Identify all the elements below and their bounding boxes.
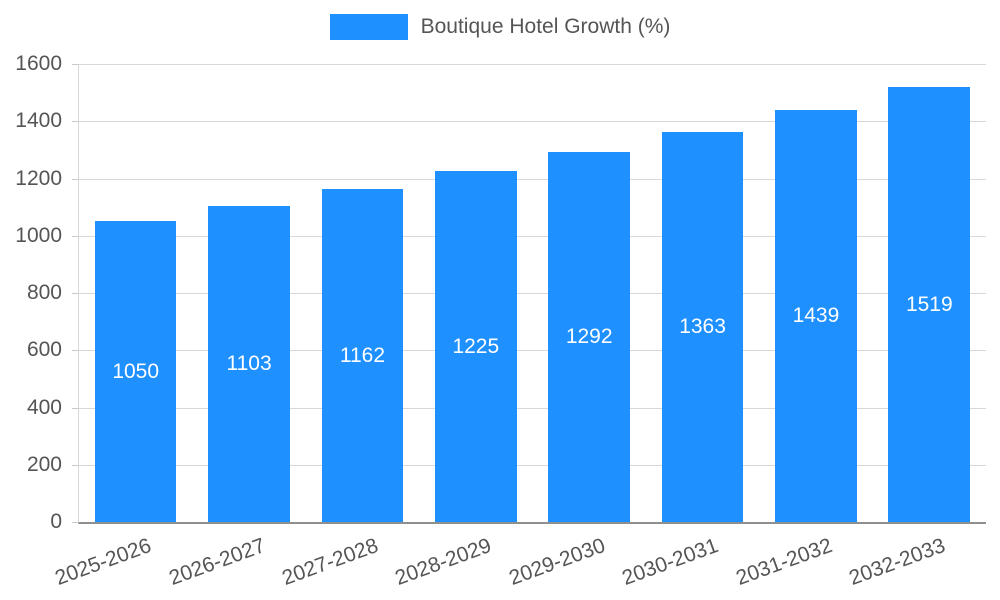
y-tick-mark (72, 293, 78, 294)
x-tick-label: 2027-2028 (279, 534, 382, 590)
bar-value-label: 1292 (565, 325, 613, 349)
y-tick-label: 800 (26, 281, 62, 304)
x-tick-label: 2025-2026 (52, 534, 155, 590)
bar-value-label: 1363 (679, 314, 726, 338)
bar-value-label: 1162 (339, 343, 386, 367)
bar-2032-2033: 1519 (888, 87, 971, 522)
gridline (79, 178, 986, 180)
x-tick-label: 2029-2030 (505, 534, 609, 590)
gridline (79, 121, 986, 123)
y-tick-label: 200 (26, 452, 62, 476)
y-tick-label: 0 (50, 510, 62, 533)
plot-area: 1050 1103 1162 1225 1292 1363 1439 1519 (72, 64, 986, 524)
y-tick-label: 1000 (15, 223, 62, 247)
bar-value-label: 1519 (905, 292, 953, 316)
bar-value-label: 1050 (112, 359, 160, 383)
x-tick-label: 2026-2027 (165, 534, 268, 590)
legend-label: Boutique Hotel Growth (%) (420, 15, 671, 38)
x-tick-label: 2032-2033 (845, 534, 949, 590)
gridline (79, 293, 986, 294)
y-tick-mark (72, 64, 78, 65)
gridline (79, 350, 986, 352)
y-tick-label: 400 (26, 395, 62, 419)
bar-2026-2027: 1103 (208, 206, 290, 522)
gridline (79, 407, 986, 409)
y-tick-label: 1400 (15, 109, 62, 133)
bar-2031-2032: 1439 (775, 110, 857, 522)
x-axis: 2025-2026 2026-2027 2027-2028 2028-2029 2029… (52, 526, 985, 600)
x-tick-label: 2031-2032 (732, 534, 835, 590)
legend: Boutique Hotel Growth (%) (0, 14, 1000, 40)
gridline (79, 464, 986, 466)
bar-value-label: 1225 (452, 334, 500, 358)
bar-2028-2029: 1225 (434, 171, 517, 522)
bar-2025-2026: 1050 (94, 221, 177, 522)
y-tick-label: 1600 (15, 52, 62, 75)
bar-2029-2030: 1292 (548, 152, 630, 522)
y-tick-mark (72, 350, 78, 352)
y-axis: 0 200 400 600 800 1000 1200 1400 1600 (0, 52, 70, 533)
bar-2030-2031: 1363 (661, 131, 744, 522)
y-tick-mark (72, 235, 78, 237)
y-tick-label: 1200 (15, 166, 62, 190)
y-tick-label: 600 (26, 338, 62, 362)
gridline (79, 64, 986, 65)
legend-swatch (329, 14, 408, 40)
x-tick-label: 2028-2029 (392, 534, 495, 590)
bar-value-label: 1439 (792, 304, 840, 328)
y-tick-mark (72, 121, 78, 123)
x-tick-label: 2030-2031 (619, 534, 722, 590)
y-tick-mark (72, 407, 78, 409)
gridline (79, 235, 986, 237)
y-tick-mark (72, 522, 78, 523)
y-tick-mark (72, 464, 78, 466)
bar-2027-2028: 1162 (321, 189, 404, 522)
y-tick-mark (72, 178, 78, 180)
bar-value-label: 1103 (226, 352, 272, 376)
